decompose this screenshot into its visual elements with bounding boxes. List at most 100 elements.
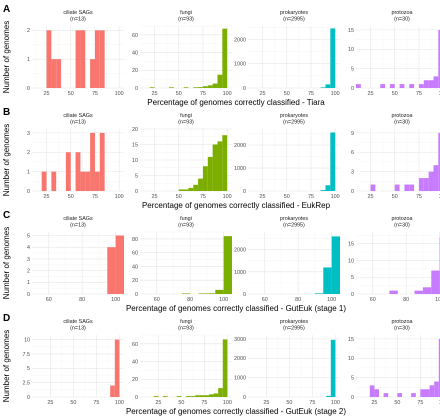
histogram-bar (223, 236, 232, 294)
y-tick-label: 3 (27, 131, 30, 137)
panel-ciliate-sags: ciliate SAGs(n=13) 25 50 75 100 0 2.5 5 7.5 10 (23, 319, 124, 406)
y-tick-label: 0 (27, 189, 30, 195)
x-tick-label: 25 (152, 194, 158, 200)
panel-count: (n=93) (178, 223, 194, 229)
panel-title: prokaryotes (280, 216, 308, 222)
histogram-bar (423, 80, 429, 88)
y-tick-label: 7.5 (23, 352, 31, 358)
x-tick-label: 100 (327, 297, 336, 303)
y-tick-label: 2000 (234, 143, 246, 149)
panel-ciliate-sags: ciliate SAGs(n=13) 25 50 75 100 0 1 2 3 (27, 113, 124, 200)
x-axis-title: Percentage of genomes correctly classifi… (147, 98, 325, 107)
y-tick-label: 15 (348, 242, 354, 248)
x-axis-title: Percentage of genomes correctly classifi… (142, 201, 331, 210)
histogram-bar (320, 87, 326, 88)
y-tick-label: 0 (243, 292, 246, 298)
y-tick-label: 1000 (234, 376, 246, 382)
histogram-bar (183, 87, 189, 88)
figure-row-b: B Number of genomes Percentage of genomes … (2, 107, 440, 210)
histogram-bar (183, 189, 189, 191)
x-tick-label: 100 (331, 400, 340, 406)
x-tick-label: 100 (219, 297, 228, 303)
x-tick-label: 100 (439, 91, 440, 97)
histogram-bar (110, 385, 115, 397)
x-tick-label: 75 (308, 91, 314, 97)
y-tick-label: 2 (27, 28, 30, 34)
histogram-bar (438, 338, 440, 397)
y-tick-label: 40 (132, 359, 138, 365)
histogram-bar (213, 393, 219, 397)
y-tick-label: 0 (351, 292, 354, 298)
x-tick-label: 25 (260, 91, 266, 97)
y-tick-label: 5 (351, 67, 354, 73)
x-tick-label: 50 (70, 400, 76, 406)
histogram-bar (434, 381, 439, 397)
y-tick-label: 3 (351, 170, 354, 176)
histogram-bar (428, 80, 434, 88)
x-axis-title: Percentage of genomes correctly classifi… (126, 304, 346, 313)
y-tick-label: 40 (132, 50, 138, 56)
panel-title: prokaryotes (280, 10, 308, 16)
histogram-bar (193, 87, 199, 88)
x-tick-label: 75 (92, 91, 98, 97)
histogram-bar (190, 396, 196, 397)
histogram-bar (153, 396, 159, 397)
histogram-bar (422, 287, 432, 294)
histogram-bar (397, 393, 402, 397)
panel-title: prokaryotes (280, 113, 308, 119)
y-axis-title: Number of genomes (2, 21, 11, 93)
histogram-bar (383, 393, 389, 397)
y-axis-title: Number of genomes (2, 124, 11, 196)
y-tick-label: 5 (351, 275, 354, 281)
histogram-bar (438, 132, 440, 191)
x-axis-title: Percentage of genomes correctly classifi… (126, 407, 346, 416)
y-tick-label: 0 (243, 189, 246, 195)
histogram-bar (85, 171, 91, 191)
y-tick-label: 20 (132, 278, 138, 284)
histogram-bar (389, 290, 398, 294)
panel-letter: D (3, 313, 10, 324)
panel-protozoa: protozoa(n=30) 25 50 75 100 0 5 10 15 (348, 10, 440, 97)
x-tick-label: 60 (46, 297, 52, 303)
histogram-bar (380, 84, 386, 88)
histogram-bar (107, 247, 116, 294)
histogram-bar (222, 135, 228, 191)
panel-title: protozoa (392, 319, 413, 325)
panel-title: fungi (180, 319, 192, 325)
y-tick-label: 0 (135, 86, 138, 92)
y-tick-label: 1 (27, 280, 30, 286)
y-tick-label: 0 (351, 189, 354, 195)
histogram-bar (356, 84, 361, 88)
x-tick-label: 50 (178, 400, 184, 406)
y-tick-label: 5 (351, 376, 354, 382)
x-tick-label: 25 (371, 400, 377, 406)
histogram-bar (433, 165, 439, 191)
panel-count: (n=30) (394, 326, 410, 332)
y-tick-label: 60 (132, 342, 138, 348)
panel-title: ciliate SAGs (63, 113, 93, 119)
histogram-bar (99, 132, 105, 191)
x-tick-label: 60 (370, 297, 376, 303)
histogram-bar (178, 189, 184, 191)
y-tick-label: 10 (348, 356, 354, 362)
y-tick-label: 0 (135, 292, 138, 298)
x-tick-label: 25 (263, 400, 269, 406)
histogram-bar (195, 395, 200, 397)
histogram-bar (206, 293, 216, 294)
y-tick-label: 0 (351, 395, 354, 401)
y-tick-label: 20 (132, 68, 138, 74)
histogram-bar (330, 339, 336, 397)
x-tick-label: 75 (417, 400, 423, 406)
histogram-bar (330, 28, 336, 88)
x-tick-label: 25 (44, 194, 50, 200)
histogram-bar (207, 85, 213, 88)
panel-letter: C (3, 210, 10, 221)
y-tick-label: 0 (27, 86, 30, 92)
y-tick-label: 3000 (234, 337, 246, 343)
y-tick-label: 0 (27, 292, 30, 298)
panel-count: (n=93) (178, 326, 194, 332)
histogram-bar (199, 395, 205, 397)
panel-title: prokaryotes (280, 319, 308, 325)
panel-count: (n=93) (178, 120, 194, 126)
